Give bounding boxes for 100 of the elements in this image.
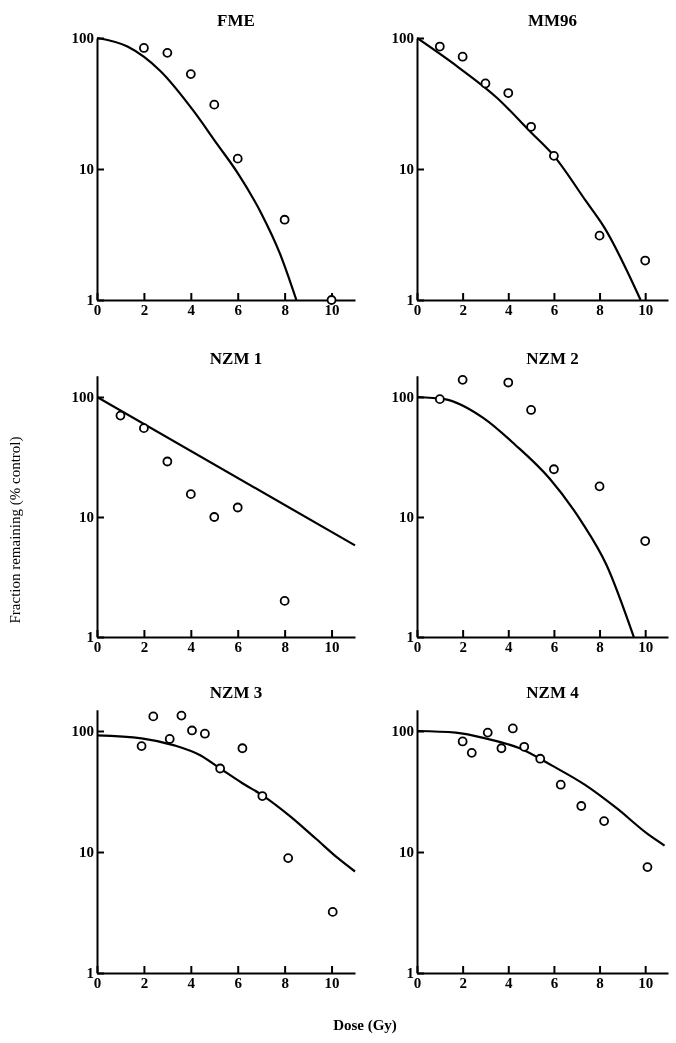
x-tick-label: 2 [140, 301, 149, 318]
point [549, 150, 559, 161]
y-axis-title: Fraction remaining (% control) [7, 436, 24, 624]
x-tick-label: 2 [459, 638, 467, 655]
chart-title: NZM 2 [526, 348, 579, 368]
point [457, 736, 468, 747]
point [640, 536, 651, 546]
x-tick-label: 10 [638, 301, 654, 318]
chart-title: MM96 [527, 11, 578, 30]
x-tick-label: 2 [459, 974, 467, 991]
point [599, 816, 609, 826]
point [215, 763, 226, 774]
point [176, 710, 187, 721]
point [257, 791, 268, 801]
point [327, 907, 338, 917]
point [148, 711, 159, 722]
y-tick-label: 1 [406, 629, 414, 646]
x-tick-label: 2 [459, 301, 467, 318]
point [115, 410, 126, 421]
point [232, 153, 243, 164]
y-tick-label: 10 [79, 844, 94, 861]
point [503, 88, 514, 98]
y-tick-label: 100 [71, 723, 94, 740]
point [139, 423, 149, 434]
y-tick-label: 10 [399, 844, 414, 861]
x-tick-label: 6 [234, 301, 243, 318]
point [279, 596, 290, 606]
x-tick-label: 4 [505, 638, 514, 655]
point [434, 394, 445, 405]
point [283, 853, 294, 863]
chart-title: NZM 3 [209, 682, 263, 702]
x-tick-label: 0 [93, 301, 102, 318]
y-tick-label: 100 [391, 389, 414, 406]
point [594, 481, 605, 492]
x-axis-title: Dose (Gy) [333, 1017, 397, 1034]
point [535, 753, 546, 764]
x-tick-label: 8 [281, 301, 289, 318]
x-tick-label: 6 [234, 974, 243, 991]
chart-title: NZM 4 [526, 682, 580, 702]
x-tick-label: 4 [187, 974, 196, 991]
x-tick-label: 10 [324, 301, 340, 318]
point [200, 728, 210, 739]
point [185, 69, 196, 79]
y-tick-label: 1 [86, 629, 94, 646]
point [457, 51, 468, 62]
x-tick-label: 10 [324, 974, 340, 991]
y-tick-label: 100 [391, 723, 414, 740]
x-tick-label: 8 [596, 301, 604, 318]
point [185, 489, 196, 500]
point [187, 725, 197, 736]
y-tick-label: 10 [79, 509, 94, 526]
chart-title: NZM 1 [209, 348, 263, 368]
point [594, 230, 605, 241]
x-tick-label: 8 [281, 974, 289, 991]
point [555, 779, 566, 790]
point [162, 47, 173, 58]
y-tick-label: 10 [399, 161, 414, 178]
point [209, 99, 220, 110]
y-tick-label: 1 [86, 292, 94, 309]
y-tick-label: 1 [86, 965, 94, 982]
point [642, 862, 653, 872]
point [139, 43, 149, 53]
x-tick-label: 4 [505, 974, 514, 991]
point [549, 464, 559, 475]
point [279, 214, 290, 225]
point [519, 741, 530, 752]
point [526, 405, 536, 415]
point [526, 121, 536, 132]
point [507, 723, 518, 734]
x-tick-label: 4 [505, 301, 514, 318]
x-tick-label: 0 [413, 974, 422, 991]
point [237, 743, 248, 754]
x-tick-label: 4 [187, 301, 196, 318]
x-tick-label: 0 [413, 638, 422, 655]
x-tick-label: 0 [93, 974, 102, 991]
point [496, 743, 507, 754]
point [480, 78, 491, 89]
point [482, 727, 493, 738]
y-tick-label: 10 [79, 161, 94, 178]
y-tick-label: 10 [399, 509, 414, 526]
point [164, 734, 175, 744]
point [326, 295, 337, 305]
x-tick-label: 6 [550, 638, 559, 655]
x-tick-label: 10 [638, 638, 654, 655]
chart-title: FME [217, 11, 255, 30]
x-tick-label: 8 [281, 638, 289, 655]
x-tick-label: 8 [596, 974, 604, 991]
point [640, 255, 651, 266]
x-tick-label: 4 [187, 638, 196, 655]
x-tick-label: 6 [550, 974, 559, 991]
point [457, 374, 468, 385]
x-tick-label: 6 [550, 301, 559, 318]
point [209, 512, 220, 522]
point [466, 747, 477, 758]
y-tick-label: 1 [406, 292, 414, 309]
x-tick-label: 10 [638, 974, 654, 991]
point [434, 41, 445, 52]
point [136, 741, 147, 751]
x-tick-label: 8 [596, 638, 604, 655]
point [503, 377, 514, 388]
